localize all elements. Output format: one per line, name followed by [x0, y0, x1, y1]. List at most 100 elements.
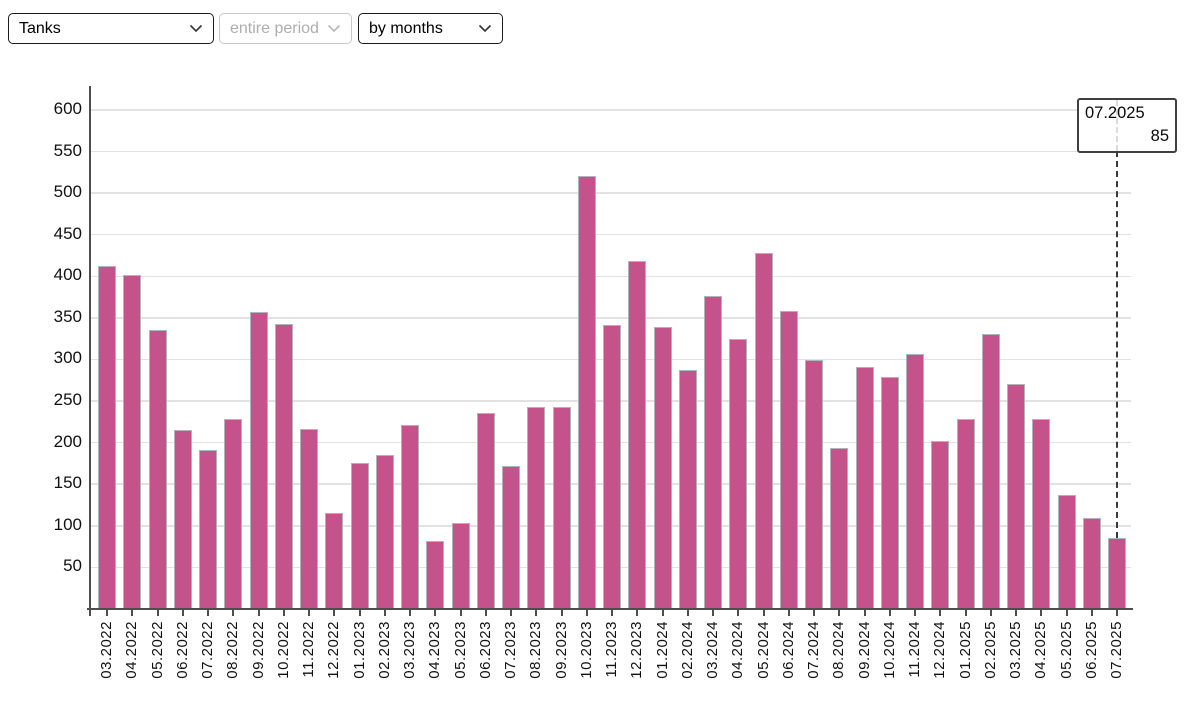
bar[interactable]	[981, 333, 1000, 609]
bar[interactable]	[199, 450, 217, 609]
x-axis-tick-label: 03.2025	[1007, 621, 1024, 679]
x-axis-tick-label: 04.2022	[123, 621, 141, 679]
x-axis-tick-label: 03.2022	[98, 621, 115, 679]
bar[interactable]	[628, 260, 647, 609]
bar[interactable]	[249, 312, 268, 609]
x-axis-tick-label: 06.2024	[779, 621, 797, 679]
y-axis-tick-label: 350	[53, 306, 82, 326]
bar[interactable]	[98, 265, 116, 609]
x-axis-tick-label: 04.2023	[426, 621, 444, 679]
chevron-down-icon	[189, 24, 203, 33]
bar[interactable]	[426, 540, 445, 609]
x-axis-tick	[257, 610, 260, 616]
x-axis-tick	[939, 610, 942, 616]
y-axis-tick-label: 600	[53, 98, 82, 118]
gridline	[90, 150, 1131, 153]
x-axis-tick-label: 05.2025	[1057, 621, 1075, 679]
x-axis-tick	[661, 610, 664, 616]
gridline	[90, 109, 1131, 111]
bar[interactable]	[729, 338, 748, 609]
tooltip-crosshair-segment	[1116, 100, 1118, 151]
bar[interactable]	[678, 370, 697, 609]
bar[interactable]	[577, 175, 596, 609]
x-axis-tick	[232, 610, 235, 616]
unit-type-select[interactable]: Tanks	[8, 13, 214, 44]
x-axis-tick-label: 03.2023	[401, 621, 418, 679]
bar[interactable]	[830, 448, 849, 609]
bar[interactable]	[173, 430, 192, 609]
bar[interactable]	[451, 522, 470, 609]
bar[interactable]	[1082, 517, 1101, 609]
x-axis-tick-label: 10.2022	[274, 621, 292, 679]
bar[interactable]	[123, 275, 142, 609]
bar[interactable]	[527, 406, 546, 609]
bar[interactable]	[502, 465, 520, 609]
bar[interactable]	[906, 353, 924, 609]
unit-type-select-value: Tanks	[19, 19, 61, 37]
x-axis-tick-label: 07.2024	[805, 621, 822, 679]
grouping-select[interactable]: by months	[358, 13, 503, 44]
x-axis-tick-label: 02.2023	[375, 621, 393, 679]
bar[interactable]	[704, 296, 722, 609]
bar[interactable]	[375, 455, 394, 609]
bar[interactable]	[300, 428, 318, 609]
bar[interactable]	[148, 330, 167, 609]
x-axis-tick-label: 05.2024	[754, 621, 772, 679]
bar[interactable]	[1032, 419, 1051, 609]
x-axis-tick-label: 09.2023	[552, 621, 570, 679]
x-axis-tick-label: 12.2023	[628, 621, 646, 679]
bar[interactable]	[274, 323, 293, 609]
bar[interactable]	[931, 440, 950, 609]
x-axis-tick-label: 11.2024	[906, 621, 923, 678]
tooltip: 07.2025 85	[1077, 98, 1177, 153]
bar[interactable]	[603, 325, 621, 609]
grouping-select-value: by months	[369, 19, 443, 37]
x-axis-tick	[888, 610, 891, 616]
x-axis-tick-label: 04.2025	[1032, 621, 1050, 679]
x-axis-tick-label: 04.2024	[729, 621, 747, 679]
bar[interactable]	[401, 425, 419, 609]
x-axis-tick	[863, 610, 866, 616]
toolbar: Tanks entire period by months	[0, 0, 1200, 60]
y-axis-tick-label: 400	[53, 265, 82, 285]
x-axis-tick	[611, 610, 613, 616]
bar[interactable]	[956, 418, 975, 609]
bar[interactable]	[224, 418, 243, 609]
y-axis-tick-label: 500	[53, 182, 82, 202]
y-axis-tick-label: 200	[53, 431, 82, 451]
y-axis-tick-label: 150	[53, 473, 82, 493]
bar[interactable]	[754, 253, 773, 609]
chevron-down-icon	[478, 24, 492, 33]
x-axis-tick	[1116, 610, 1118, 616]
bar[interactable]	[779, 311, 798, 609]
bar[interactable]	[880, 376, 899, 609]
x-axis-tick	[636, 610, 639, 616]
crosshair-dashed-line	[1116, 151, 1118, 539]
x-axis-tick	[1040, 610, 1043, 616]
x-axis-tick	[484, 610, 487, 616]
x-axis-tick-label: 05.2023	[451, 621, 469, 679]
x-axis-tick	[712, 610, 714, 616]
y-axis	[89, 86, 91, 616]
bar[interactable]	[855, 366, 874, 609]
bar[interactable]	[350, 462, 369, 609]
x-axis-tick	[282, 610, 285, 616]
bar[interactable]	[653, 327, 672, 609]
x-axis-tick-label: 01.2023	[350, 621, 368, 679]
x-axis-tick-label: 01.2024	[653, 621, 671, 679]
gridline	[90, 317, 1131, 319]
bar[interactable]	[1057, 495, 1076, 609]
bar[interactable]	[325, 513, 344, 609]
bar[interactable]	[552, 406, 571, 609]
bar[interactable]	[1108, 538, 1126, 609]
y-axis-tick-label: 550	[53, 140, 82, 160]
x-axis-tick-label: 12.2024	[931, 621, 949, 679]
x-axis	[87, 608, 1133, 610]
x-axis-tick	[560, 610, 563, 616]
x-axis-tick-label: 07.2025	[1108, 621, 1125, 679]
bar[interactable]	[1007, 383, 1025, 609]
bar[interactable]	[476, 412, 495, 609]
bar[interactable]	[805, 360, 823, 609]
x-axis-tick-label: 01.2025	[956, 621, 974, 679]
x-axis-tick	[737, 610, 740, 616]
